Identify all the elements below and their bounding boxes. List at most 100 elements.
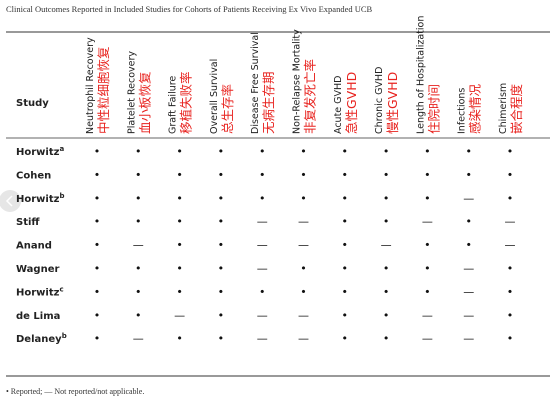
cell: • (218, 215, 225, 228)
cell: • (218, 145, 225, 158)
footnote: • Reported; — Not reported/not applicabl… (6, 387, 144, 396)
cell: • (218, 239, 225, 252)
table-body: Neutrophil Recovery 中性粒细胞恢复 Platelet Recov… (16, 16, 524, 346)
study-name: Horwitzb (16, 192, 64, 205)
study-name-text: Stiff (16, 217, 40, 228)
cell: • (176, 239, 183, 252)
column-note: 中性粒细胞恢复 (96, 46, 111, 134)
cell: • (300, 262, 307, 275)
nav-arrow[interactable] (0, 190, 21, 212)
study-name-text: Cohen (16, 170, 51, 181)
study-name-text: Delaney (16, 334, 62, 345)
cell: — (133, 332, 144, 345)
cell: • (259, 192, 266, 205)
cell: • (218, 168, 225, 181)
cell: • (94, 192, 101, 205)
cell: • (176, 192, 183, 205)
cell: • (465, 239, 472, 252)
column-note: 住院时间 (426, 84, 441, 134)
cell: • (383, 192, 390, 205)
study-name: Stiff (16, 217, 40, 228)
nav-circle[interactable] (0, 190, 21, 212)
cell: • (342, 239, 349, 252)
cell: • (424, 145, 431, 158)
cell: • (342, 145, 349, 158)
cell: • (135, 145, 142, 158)
cell: • (300, 192, 307, 205)
cell: • (424, 262, 431, 275)
cell: — (257, 215, 268, 228)
study-name: Anand (16, 241, 52, 252)
cell: • (176, 332, 183, 345)
study-name-text: Anand (16, 241, 52, 252)
study-name-text: Wagner (16, 264, 59, 275)
cell: • (176, 215, 183, 228)
column-note: 感染情况 (468, 83, 483, 134)
nav-chevron[interactable] (5, 195, 13, 207)
column-note: 血小板恢复 (137, 71, 152, 134)
column-label: Chronic GVHD (374, 67, 385, 134)
cell: • (342, 168, 349, 181)
cell: — (381, 239, 392, 252)
cell: • (94, 309, 101, 322)
column-label: Infections (457, 88, 468, 134)
cell: • (176, 262, 183, 275)
cell: — (422, 215, 433, 228)
cell: • (176, 285, 183, 298)
cell: • (259, 168, 266, 181)
cell: — (257, 332, 268, 345)
column-label: Chimerism (498, 83, 509, 134)
cell: — (422, 309, 433, 322)
study-name: Horwitzc (16, 285, 64, 298)
column-label: Overall Survival (209, 59, 220, 134)
cell: • (424, 285, 431, 298)
cell: — (257, 309, 268, 322)
cell: • (507, 262, 514, 275)
study-superscript: a (59, 145, 64, 153)
cell: — (174, 309, 185, 322)
column-note: 非复发死亡率 (303, 59, 318, 134)
cell: • (424, 192, 431, 205)
study-superscript: b (62, 332, 67, 340)
column-note: 慢性GVHD (385, 72, 400, 134)
cell: — (257, 239, 268, 252)
cell: — (505, 239, 516, 252)
cell: • (383, 285, 390, 298)
cell: • (94, 332, 101, 345)
cell: • (507, 145, 514, 158)
column-label: Neutrophil Recovery (85, 37, 96, 134)
cell: • (94, 215, 101, 228)
study-name: de Lima (16, 311, 60, 322)
cell: • (342, 192, 349, 205)
column-label: Platelet Recovery (126, 51, 137, 134)
column-label: Length of Hospitalization (415, 16, 426, 134)
study-name: Delaneyb (16, 332, 67, 345)
cell: • (383, 215, 390, 228)
cell: • (218, 262, 225, 275)
cell: • (135, 215, 142, 228)
cell: • (383, 309, 390, 322)
study-name-text: Horwitz (16, 287, 60, 298)
cell: • (342, 262, 349, 275)
cell: • (94, 168, 101, 181)
study-header: Study (16, 98, 49, 109)
cell: • (507, 309, 514, 322)
cell: • (176, 145, 183, 158)
caption: Clinical Outcomes Reported in Included S… (6, 4, 373, 14)
cell: • (300, 145, 307, 158)
study-name-text: de Lima (16, 311, 60, 322)
column-label: Acute GVHD (333, 76, 344, 134)
cell: • (383, 145, 390, 158)
study-name: Wagner (16, 264, 59, 275)
column-note: 急性GVHD (344, 72, 359, 134)
cell: • (342, 309, 349, 322)
cell: — (463, 262, 474, 275)
cell: • (135, 309, 142, 322)
cell: • (507, 332, 514, 345)
cell: • (135, 285, 142, 298)
cell: • (424, 168, 431, 181)
study-name-text: Horwitz (16, 147, 60, 158)
cell: • (507, 192, 514, 205)
cell: — (298, 309, 309, 322)
